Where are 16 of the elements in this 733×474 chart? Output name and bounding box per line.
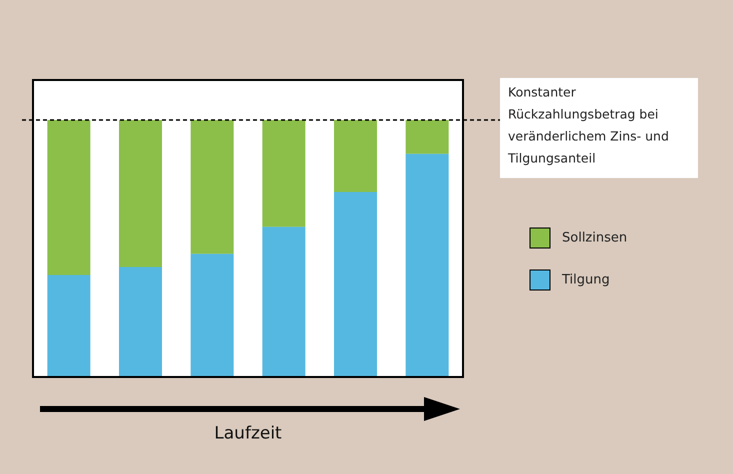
bar (262, 226, 306, 377)
bar (190, 120, 234, 254)
bar (262, 120, 306, 227)
bar (190, 254, 234, 377)
bar (406, 120, 449, 154)
bar (119, 120, 162, 268)
legend-label: Sollzinsen (562, 230, 628, 246)
bar (334, 192, 377, 377)
ref-line-label: Konstanter Rückzahlungsbetrag bei veränderlichem Zins- und Tilgungsanteil (507, 84, 669, 166)
bar (334, 120, 377, 192)
bar (47, 120, 90, 275)
x-axis-title: Laufzeit (214, 423, 282, 444)
legend-label: Tilgung (561, 272, 610, 288)
bar (47, 274, 90, 377)
bar (406, 154, 449, 377)
bar (119, 267, 162, 377)
